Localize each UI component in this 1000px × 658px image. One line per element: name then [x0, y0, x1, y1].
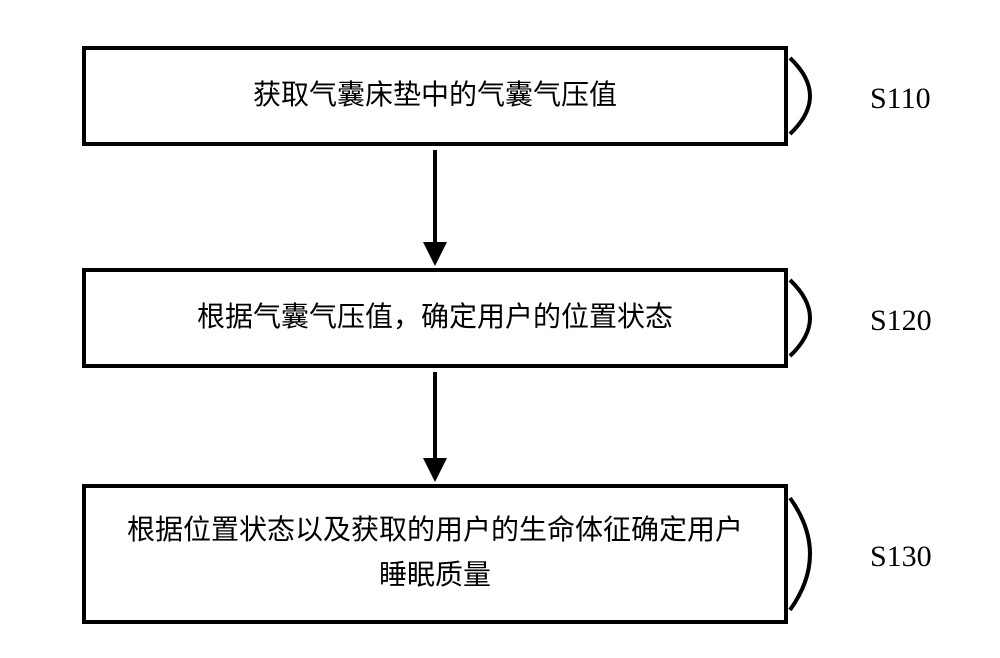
step-text-s110: 获取气囊床垫中的气囊气压值: [253, 74, 617, 119]
step-label-s110: S110: [870, 82, 931, 116]
step-box-s130: 根据位置状态以及获取的用户的生命体征确定用户 睡眠质量: [82, 484, 788, 624]
step-label-s120: S120: [870, 304, 932, 338]
step-box-s120: 根据气囊气压值，确定用户的位置状态: [82, 268, 788, 368]
step-text-s120: 根据气囊气压值，确定用户的位置状态: [197, 296, 673, 341]
step-label-s130: S130: [870, 540, 932, 574]
step-text-s130: 根据位置状态以及获取的用户的生命体征确定用户 睡眠质量: [127, 509, 743, 599]
flowchart-stage: 获取气囊床垫中的气囊气压值 S110 根据气囊气压值，确定用户的位置状态 S12…: [0, 0, 1000, 658]
step-box-s110: 获取气囊床垫中的气囊气压值: [82, 46, 788, 146]
